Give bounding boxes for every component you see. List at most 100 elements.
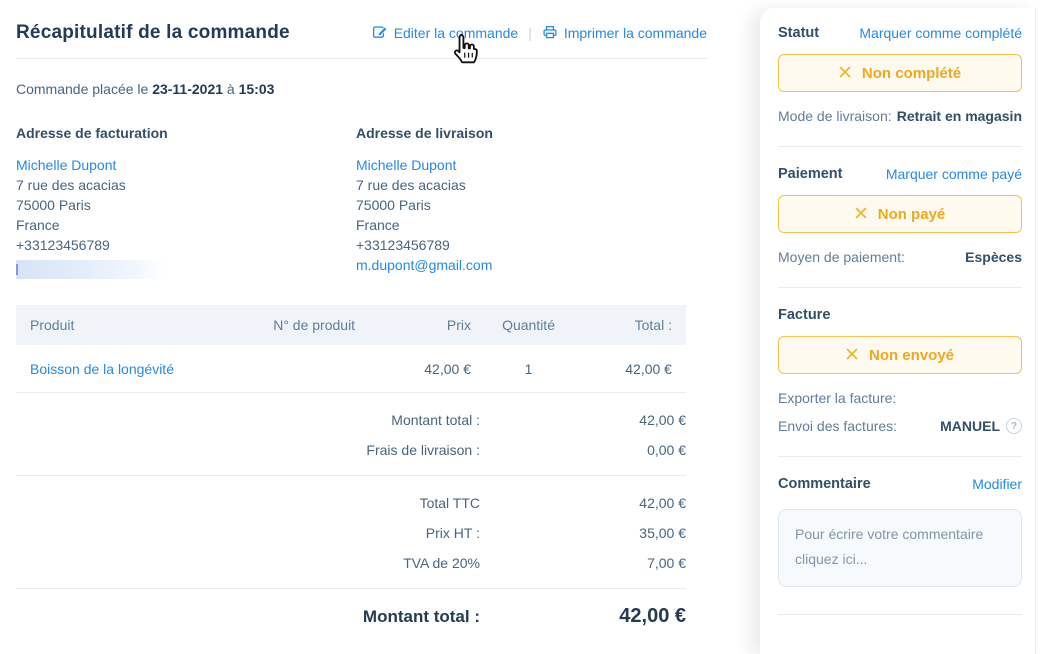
vat-label: TVA de 20% — [403, 555, 480, 571]
comment-title: Commentaire — [778, 476, 871, 492]
status-title: Statut — [778, 25, 820, 41]
subtotal-value: 42,00 € — [639, 412, 686, 428]
edit-order-label: Editer la commande — [393, 25, 519, 41]
delivery-mode-value: Retrait en magasin — [896, 108, 1022, 124]
comment-input[interactable]: Pour écrire votre commentaire cli­quez i… — [778, 509, 1022, 587]
grand-total-value: 42,00 € — [619, 605, 686, 627]
mark-complete-link[interactable]: Marquer comme complété — [859, 25, 1022, 41]
grand-total-label: Montant total : — [362, 606, 480, 626]
sidebar-divider-1 — [778, 146, 1022, 147]
invoice-export-label: Exporter la facture: — [778, 390, 897, 406]
print-order-label: Imprimer la commande — [563, 25, 707, 41]
shipping-phone: +33123456789 — [356, 237, 450, 253]
payment-header: Paiement Marquer comme payé — [778, 166, 1022, 182]
links-separator: | — [528, 25, 532, 41]
sidebar-divider-2 — [778, 287, 1022, 288]
edit-order-link[interactable]: Editer la commande — [372, 24, 519, 43]
mark-paid-link[interactable]: Marquer comme payé — [885, 166, 1022, 182]
invoice-section: Facture Non envoyé Exporter la facture: … — [778, 288, 1022, 457]
shipping-address: Adresse de livraison Michelle Dupont 7 r… — [356, 125, 696, 279]
status-badge[interactable]: Non complété — [778, 54, 1022, 92]
col-sku: N° de produit — [273, 317, 356, 333]
shipping-fee-label: Frais de livraison : — [366, 442, 480, 458]
totals-divider-1 — [16, 475, 686, 476]
order-date: 23-11-2021 — [152, 81, 224, 97]
invoice-send-label: Envoi des factures: — [778, 418, 898, 434]
totals-divider-2 — [16, 588, 686, 589]
billing-city: 75000 Paris — [16, 197, 91, 213]
payment-badge-label: Non payé — [877, 205, 946, 223]
invoice-header: Facture — [778, 307, 1022, 323]
col-product: Produit — [30, 317, 75, 333]
shipping-country: France — [356, 217, 400, 233]
products-table-header: Produit N° de produit Prix Quantité Tota… — [16, 305, 686, 345]
sidebar-divider-4 — [778, 614, 1022, 615]
order-status-panel: Statut Marquer comme complété Non complé… — [760, 8, 1036, 654]
product-link[interactable]: Boisson de la longévité — [30, 360, 174, 377]
print-order-link[interactable]: Imprimer la commande — [542, 24, 707, 43]
invoice-send-value: MANUEL — [940, 418, 1000, 434]
totals-block-1: Montant total : 42,00 € Frais de livrais… — [16, 393, 686, 475]
invoice-title: Facture — [778, 307, 831, 323]
header-actions: Editer la commande | Imprimer la command… — [372, 24, 707, 43]
shipping-customer-link[interactable]: Michelle Dupont — [356, 157, 457, 173]
price-ht-label: Prix HT : — [425, 525, 480, 541]
totals-block-2: Total TTC 42,00 € Prix HT : 35,00 € TVA … — [16, 476, 686, 588]
x-icon — [855, 206, 867, 223]
x-icon — [839, 65, 851, 82]
grand-total-row: Montant total : 42,00 € — [16, 605, 686, 628]
product-qty: 1 — [524, 360, 533, 377]
order-placed-line: Commande placée le 23-11-2021 à 15:03 — [16, 81, 275, 97]
payment-title: Paiement — [778, 166, 843, 182]
modify-comment-link[interactable]: Modifier — [972, 476, 1022, 492]
price-ht-value: 35,00 € — [639, 525, 686, 541]
billing-email-redacted — [16, 260, 166, 279]
col-price: Prix — [446, 317, 471, 333]
vat-value: 7,00 € — [647, 555, 686, 571]
shipping-email-link[interactable]: m.dupont@gmail.com — [356, 257, 493, 273]
status-badge-label: Non complété — [861, 64, 962, 82]
shipping-fee-value: 0,00 € — [647, 442, 686, 458]
billing-address: Adresse de facturation Michelle Dupont 7… — [16, 125, 356, 279]
order-time: 15:03 — [238, 81, 275, 97]
billing-address-title: Adresse de facturation — [16, 125, 168, 141]
header-divider — [16, 58, 707, 59]
status-header: Statut Marquer comme complété — [778, 25, 1022, 41]
invoice-export-row: Exporter la facture: — [778, 390, 1022, 406]
billing-phone: +33123456789 — [16, 237, 110, 253]
comment-section: Commentaire Modifier Pour écrire votre c… — [778, 457, 1022, 615]
printer-icon — [542, 24, 558, 43]
billing-customer-link[interactable]: Michelle Dupont — [16, 157, 117, 173]
product-total: 42,00 € — [625, 360, 672, 377]
payment-method-value: Espèces — [965, 249, 1022, 265]
page-title: Récapitulatif de la commande — [16, 22, 290, 43]
billing-street: 7 rue des acacias — [16, 177, 126, 193]
edit-icon — [372, 24, 388, 43]
invoice-badge-label: Non envoyé — [868, 346, 955, 364]
billing-country: France — [16, 217, 60, 233]
total-ttc-value: 42,00 € — [639, 495, 686, 511]
product-price: 42,00 € — [424, 360, 471, 377]
shipping-city: 75000 Paris — [356, 197, 431, 213]
totals-section: Montant total : 42,00 € Frais de livrais… — [16, 393, 686, 628]
payment-section: Paiement Marquer comme payé Non payé Moy… — [778, 147, 1022, 288]
payment-method-label: Moyen de paiement: — [778, 249, 905, 265]
sidebar-area: Statut Marquer comme complété Non complé… — [735, 0, 1042, 654]
payment-method-row: Moyen de paiement: Espèces — [778, 249, 1022, 265]
col-qty: Quantité — [502, 317, 555, 333]
order-header: Récapitulatif de la commande Editer la c… — [16, 22, 707, 44]
payment-badge[interactable]: Non payé — [778, 195, 1022, 233]
invoice-send-row: Envoi des factures: MANUEL ? — [778, 418, 1022, 434]
total-ttc-label: Total TTC — [419, 495, 480, 511]
order-main-panel: Récapitulatif de la commande Editer la c… — [16, 22, 707, 628]
x-icon — [846, 347, 858, 364]
help-icon[interactable]: ? — [1006, 418, 1022, 434]
delivery-mode-row: Mode de livraison: Retrait en magasin — [778, 108, 1022, 124]
products-table: Produit N° de produit Prix Quantité Tota… — [16, 305, 686, 393]
addresses-section: Adresse de facturation Michelle Dupont 7… — [16, 125, 707, 279]
invoice-badge[interactable]: Non envoyé — [778, 336, 1022, 374]
comment-header: Commentaire Modifier — [778, 476, 1022, 492]
delivery-mode-label: Mode de livraison: — [778, 108, 892, 124]
sidebar-divider-3 — [778, 456, 1022, 457]
